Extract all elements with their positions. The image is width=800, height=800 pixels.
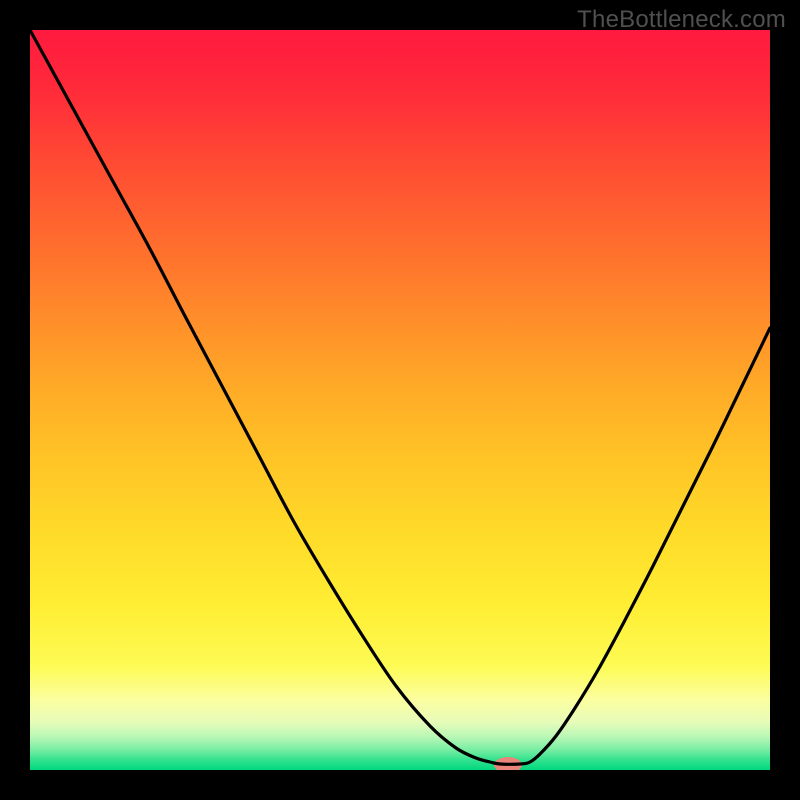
watermark-text: TheBottleneck.com — [577, 6, 786, 34]
chart-stage: TheBottleneck.com — [0, 0, 800, 800]
gradient-background — [30, 30, 770, 770]
bottleneck-chart — [0, 0, 800, 800]
